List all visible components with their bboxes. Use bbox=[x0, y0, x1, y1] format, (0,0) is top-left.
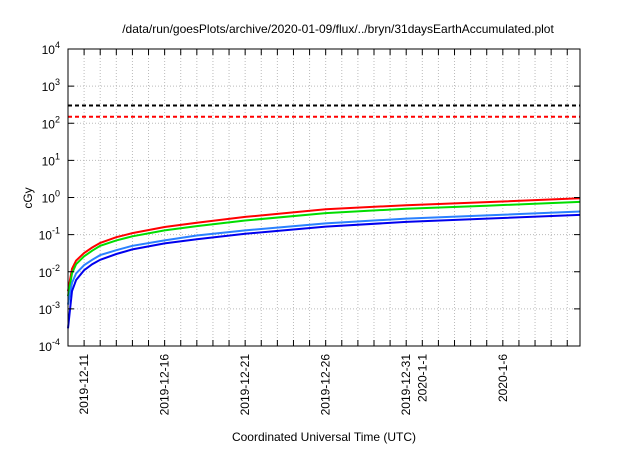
x-tick-label: 2020-1-1 bbox=[415, 354, 429, 402]
y-tick-label: 100 bbox=[42, 189, 60, 206]
series-line-light-blue bbox=[67, 210, 581, 305]
x-tick-label: 2020-1-6 bbox=[496, 354, 510, 402]
y-tick-label: 102 bbox=[42, 114, 60, 131]
x-tick-label: 2019-12-11 bbox=[77, 354, 91, 415]
y-tick-label: 10-4 bbox=[39, 337, 60, 354]
y-axis-label: cGy bbox=[21, 187, 35, 208]
series-line-red bbox=[67, 197, 581, 292]
y-tick-label: 104 bbox=[42, 40, 60, 57]
chart-title: /data/run/goesPlots/archive/2020-01-09/f… bbox=[122, 22, 554, 36]
y-tick-label: 10-3 bbox=[39, 300, 60, 317]
thresholds bbox=[68, 104, 580, 118]
x-tick-label: 2019-12-21 bbox=[238, 354, 252, 416]
ticks bbox=[68, 48, 580, 347]
x-tick-labels: 2019-12-11 2019-12-16 2019-12-21 2019-12-26… bbox=[77, 354, 510, 416]
x-tick-label: 2019-12-26 bbox=[319, 354, 333, 416]
series-lines bbox=[67, 197, 581, 329]
grid bbox=[68, 48, 580, 347]
y-tick-label: 101 bbox=[42, 151, 60, 168]
x-tick-label: 2019-12-16 bbox=[158, 354, 172, 416]
x-axis-label: Coordinated Universal Time (UTC) bbox=[232, 430, 416, 444]
series-line-blue bbox=[67, 213, 581, 329]
y-tick-label: 10-2 bbox=[39, 263, 60, 280]
y-tick-labels: 10-4 10-3 10-2 10-1 100 101 102 103 104 bbox=[39, 40, 60, 354]
x-tick-label: 2019-12-31 bbox=[399, 354, 413, 416]
series-line-green bbox=[67, 200, 581, 297]
y-tick-label: 10-1 bbox=[39, 226, 60, 243]
y-tick-label: 103 bbox=[42, 77, 60, 94]
